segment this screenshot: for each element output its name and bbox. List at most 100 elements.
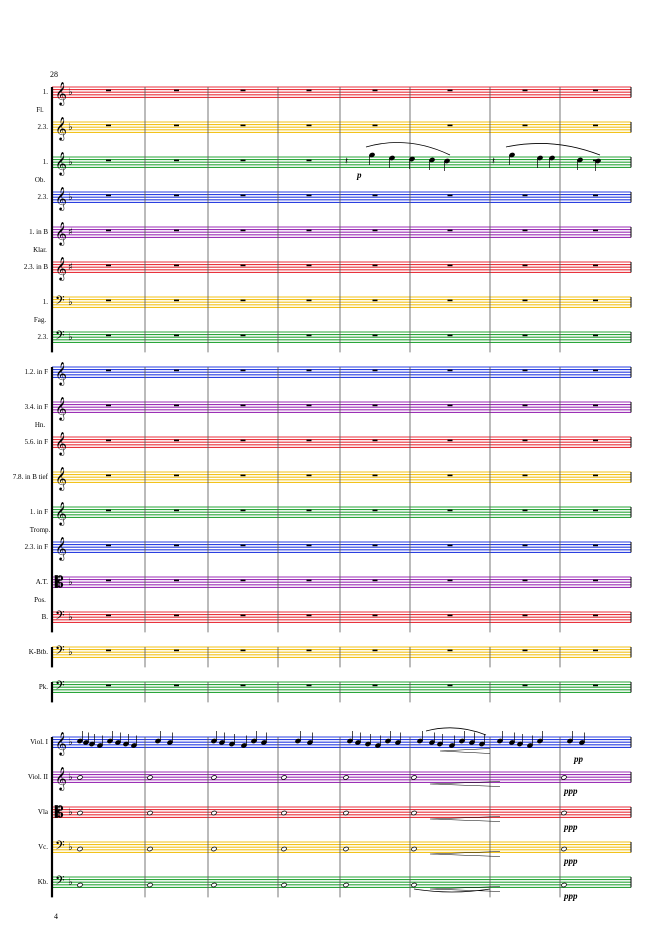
- staff-label: 1.: [43, 158, 49, 166]
- whole-rest: [174, 299, 179, 302]
- whole-rest: [447, 684, 453, 687]
- whole-rest: [306, 474, 312, 477]
- staff-label: 1. in B: [29, 228, 48, 236]
- whole-rest: [106, 124, 111, 127]
- hairpin-strings: [429, 781, 501, 787]
- whole-rest: [593, 334, 598, 337]
- whole-rest: [372, 369, 378, 372]
- whole-rest: [522, 369, 528, 372]
- whole-rest: [447, 579, 453, 582]
- whole-rest: [447, 439, 453, 442]
- whole-rest: [174, 159, 179, 162]
- whole-rest: [174, 264, 179, 267]
- whole-rest: [447, 229, 453, 232]
- whole-rest: [522, 649, 528, 652]
- staff-11: 5.6. in F 𝄞: [25, 431, 632, 456]
- whole-rest: [306, 684, 312, 687]
- staff-label: 5.6. in F: [25, 438, 48, 446]
- whole-rest: [106, 229, 111, 232]
- whole-rest: [106, 89, 111, 92]
- whole-rest: [106, 264, 111, 267]
- whole-rest: [593, 579, 598, 582]
- whole-rest: [106, 404, 111, 407]
- whole-rest: [174, 614, 179, 617]
- staff-18: Pk. 𝄢: [39, 678, 632, 696]
- note: [281, 810, 287, 816]
- whole-rest: [174, 334, 179, 337]
- whole-rest: [447, 89, 453, 92]
- slur-oboe: [505, 143, 601, 156]
- whole-rest: [593, 474, 598, 477]
- whole-rest: [522, 194, 528, 197]
- whole-rest: [106, 509, 111, 512]
- note: [261, 732, 267, 745]
- whole-rest: [372, 89, 378, 92]
- note: [211, 731, 217, 744]
- page-number: 4: [54, 912, 58, 921]
- note: [251, 731, 257, 744]
- group-label: Fl.: [36, 106, 44, 114]
- flat-icon: ♭: [68, 772, 73, 783]
- alto-clef-icon: 𝄡: [54, 803, 64, 821]
- whole-rest: [106, 579, 111, 582]
- note: [561, 882, 567, 888]
- staff-22: Vc. 𝄢 ♭: [38, 838, 632, 856]
- note: [577, 157, 583, 170]
- staff-15: A.T. 𝄡 ♭: [36, 573, 632, 591]
- whole-rest: [593, 439, 598, 442]
- group-label: Pos.: [34, 596, 46, 604]
- whole-rest: [240, 509, 246, 512]
- staff-17: K-Btb. 𝄢 ♭: [29, 643, 632, 661]
- note: [527, 735, 533, 748]
- treble-clef-icon: 𝄞: [55, 396, 67, 421]
- treble-clef-icon: 𝄞: [55, 151, 67, 176]
- whole-rest: [593, 299, 598, 302]
- whole-rest: [522, 124, 528, 127]
- whole-rest: [174, 474, 179, 477]
- note: [77, 731, 83, 744]
- slur-viol1: [425, 727, 487, 736]
- whole-rest: [306, 614, 312, 617]
- note: [385, 731, 391, 744]
- whole-rest: [593, 649, 598, 652]
- whole-rest: [240, 439, 246, 442]
- whole-rest: [522, 89, 528, 92]
- whole-rest: [372, 684, 378, 687]
- staff-label: Kb.: [38, 878, 49, 886]
- treble-clef-icon: 𝄞: [55, 221, 67, 246]
- staff-label: Viol. II: [28, 773, 49, 781]
- note: [365, 734, 371, 747]
- staff-label: B.: [42, 613, 49, 621]
- whole-rest: [593, 614, 598, 617]
- note: [343, 882, 349, 888]
- staves-layer: 1. 𝄞 ♭2.3. 𝄞 ♭1. 𝄞 ♭2.3. 𝄞 ♭1. in B 𝄞 ♯2.3. in B 𝄞 ♯…: [13, 81, 632, 898]
- slur-oboe: [365, 142, 451, 156]
- note: [211, 846, 217, 852]
- whole-rest: [306, 264, 312, 267]
- whole-rest: [447, 544, 453, 547]
- group-label: Fag.: [34, 316, 47, 324]
- note: [295, 731, 301, 744]
- note: [77, 775, 83, 780]
- note: [229, 734, 235, 747]
- note: [444, 158, 450, 171]
- whole-rest: [240, 369, 246, 372]
- bass-clef-icon: 𝄢: [55, 873, 65, 891]
- whole-rest: [593, 264, 598, 267]
- group-labels: Fl. Ob. Klar. Fag. Hn. Tromp. Pos.: [30, 106, 51, 604]
- flat-icon: ♭: [68, 297, 73, 308]
- note: [107, 731, 113, 744]
- whole-rest: [174, 194, 179, 197]
- staff-7: 1. 𝄢 ♭: [43, 293, 632, 311]
- whole-rest: [593, 544, 598, 547]
- whole-rest: [306, 579, 312, 582]
- staff-label: 2.3.: [38, 333, 49, 341]
- staff-2: 2.3. 𝄞 ♭: [38, 116, 632, 141]
- note: [241, 735, 247, 748]
- dynamic-ppp-vc: ppp: [563, 856, 578, 866]
- staff-label: K-Btb.: [29, 648, 49, 656]
- note: [411, 846, 417, 852]
- sharp-icon: ♯: [68, 227, 73, 238]
- staff-label: Pk.: [39, 683, 48, 691]
